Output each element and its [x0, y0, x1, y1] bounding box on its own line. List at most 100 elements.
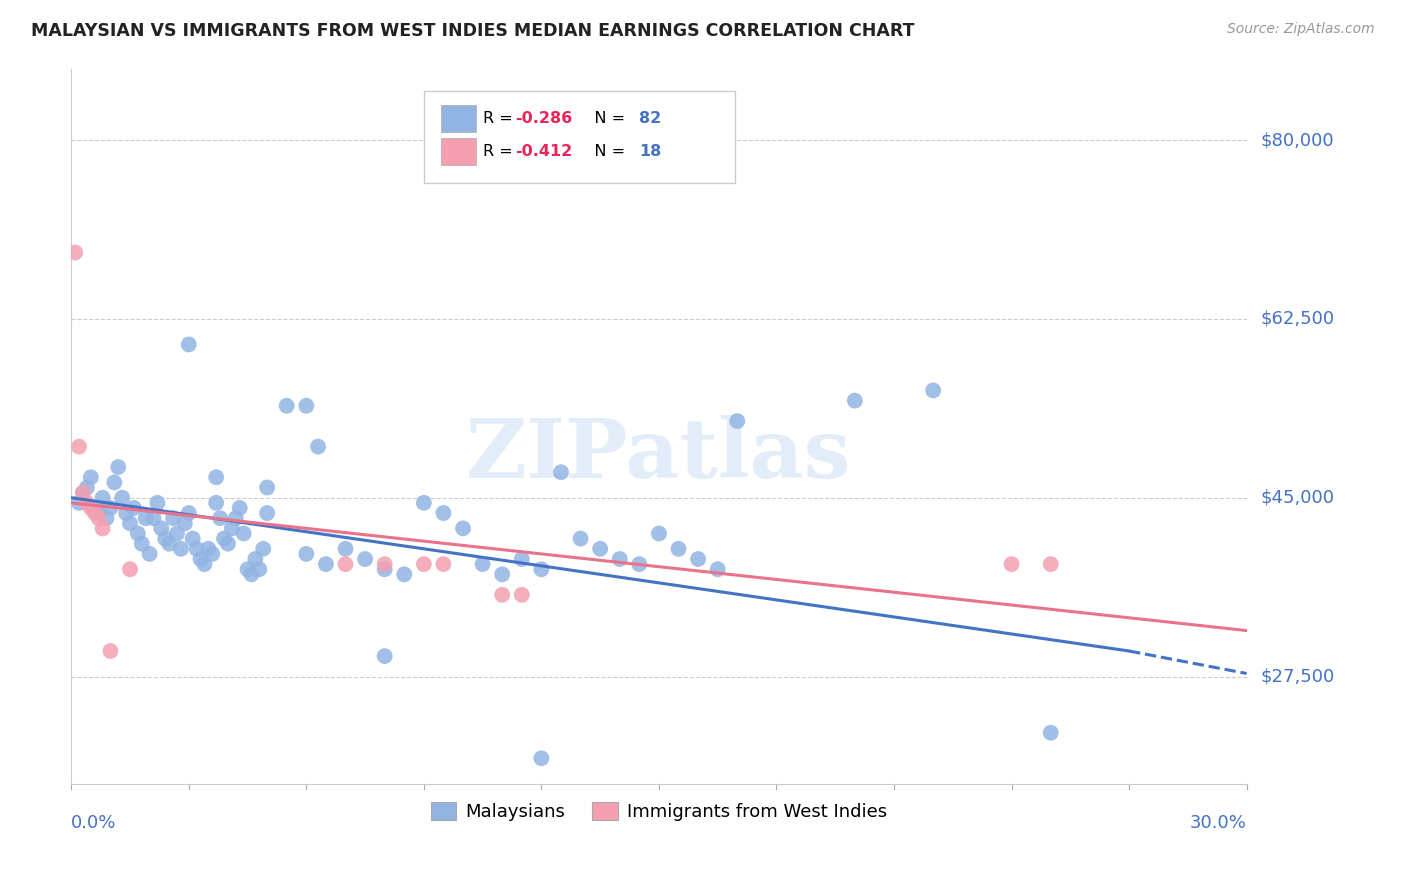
Point: [166, 526, 188, 541]
Point: [245, 552, 267, 566]
Text: MALAYSIAN VS IMMIGRANTS FROM WEST INDIES MEDIAN EARNINGS CORRELATION CHART: MALAYSIAN VS IMMIGRANTS FROM WEST INDIES…: [31, 22, 914, 40]
Point: [374, 562, 396, 576]
Point: [138, 547, 160, 561]
Point: [142, 511, 165, 525]
Point: [307, 440, 329, 454]
Point: [135, 511, 157, 525]
Point: [131, 537, 153, 551]
Point: [201, 547, 224, 561]
Point: [193, 557, 215, 571]
Text: 82: 82: [638, 112, 661, 126]
Text: Source: ZipAtlas.com: Source: ZipAtlas.com: [1227, 22, 1375, 37]
Point: [177, 337, 200, 351]
Point: [569, 532, 592, 546]
Point: [100, 644, 122, 658]
Point: [186, 541, 208, 556]
Point: [412, 557, 434, 571]
Text: 0.0%: 0.0%: [72, 814, 117, 832]
Point: [432, 506, 454, 520]
Point: [922, 384, 945, 398]
Point: [374, 649, 396, 664]
Point: [205, 496, 228, 510]
Point: [688, 552, 710, 566]
Point: [221, 521, 243, 535]
Point: [394, 567, 416, 582]
Point: [648, 526, 671, 541]
Text: N =: N =: [579, 144, 630, 159]
Point: [122, 500, 145, 515]
Point: [107, 460, 129, 475]
Point: [127, 526, 149, 541]
Point: [212, 532, 235, 546]
Point: [471, 557, 494, 571]
Point: [181, 532, 204, 546]
Point: [72, 485, 94, 500]
Point: [162, 511, 184, 525]
Legend: Malaysians, Immigrants from West Indies: Malaysians, Immigrants from West Indies: [423, 795, 894, 829]
Point: [1039, 557, 1062, 571]
Point: [190, 552, 212, 566]
Point: [118, 516, 141, 531]
Point: [170, 541, 193, 556]
Text: R =: R =: [482, 112, 517, 126]
Point: [725, 414, 748, 428]
Point: [111, 491, 134, 505]
Point: [1000, 557, 1022, 571]
Point: [295, 547, 318, 561]
Point: [295, 399, 318, 413]
Point: [315, 557, 337, 571]
Text: $45,000: $45,000: [1261, 489, 1334, 507]
Text: -0.412: -0.412: [516, 144, 572, 159]
FancyBboxPatch shape: [423, 91, 735, 183]
Point: [91, 491, 114, 505]
Point: [155, 532, 177, 546]
Text: $62,500: $62,500: [1261, 310, 1334, 328]
Point: [177, 506, 200, 520]
Point: [209, 511, 232, 525]
Point: [491, 567, 513, 582]
Point: [432, 557, 454, 571]
Point: [530, 751, 553, 765]
Point: [80, 500, 103, 515]
Text: 30.0%: 30.0%: [1189, 814, 1247, 832]
Point: [354, 552, 377, 566]
Point: [550, 465, 572, 479]
Point: [668, 541, 690, 556]
Point: [87, 511, 110, 525]
Point: [609, 552, 631, 566]
Text: R =: R =: [482, 144, 517, 159]
Text: ZIPatlas: ZIPatlas: [467, 415, 852, 495]
FancyBboxPatch shape: [441, 105, 475, 132]
Point: [118, 562, 141, 576]
Point: [83, 500, 105, 515]
Point: [256, 506, 278, 520]
Point: [146, 496, 169, 510]
Point: [67, 496, 90, 510]
Point: [451, 521, 474, 535]
Point: [628, 557, 651, 571]
Point: [232, 526, 254, 541]
Point: [100, 500, 122, 515]
Point: [72, 485, 94, 500]
Point: [67, 440, 90, 454]
Text: -0.286: -0.286: [516, 112, 572, 126]
Point: [335, 541, 357, 556]
Point: [276, 399, 298, 413]
Point: [103, 475, 125, 490]
Point: [197, 541, 219, 556]
Point: [76, 496, 98, 510]
Point: [115, 506, 138, 520]
Point: [217, 537, 239, 551]
Point: [1039, 725, 1062, 739]
Point: [76, 481, 98, 495]
Point: [83, 506, 105, 520]
Point: [205, 470, 228, 484]
Point: [80, 470, 103, 484]
Point: [510, 588, 533, 602]
Point: [150, 521, 173, 535]
Point: [530, 562, 553, 576]
Point: [510, 552, 533, 566]
Point: [335, 557, 357, 571]
Point: [96, 511, 118, 525]
Point: [256, 481, 278, 495]
